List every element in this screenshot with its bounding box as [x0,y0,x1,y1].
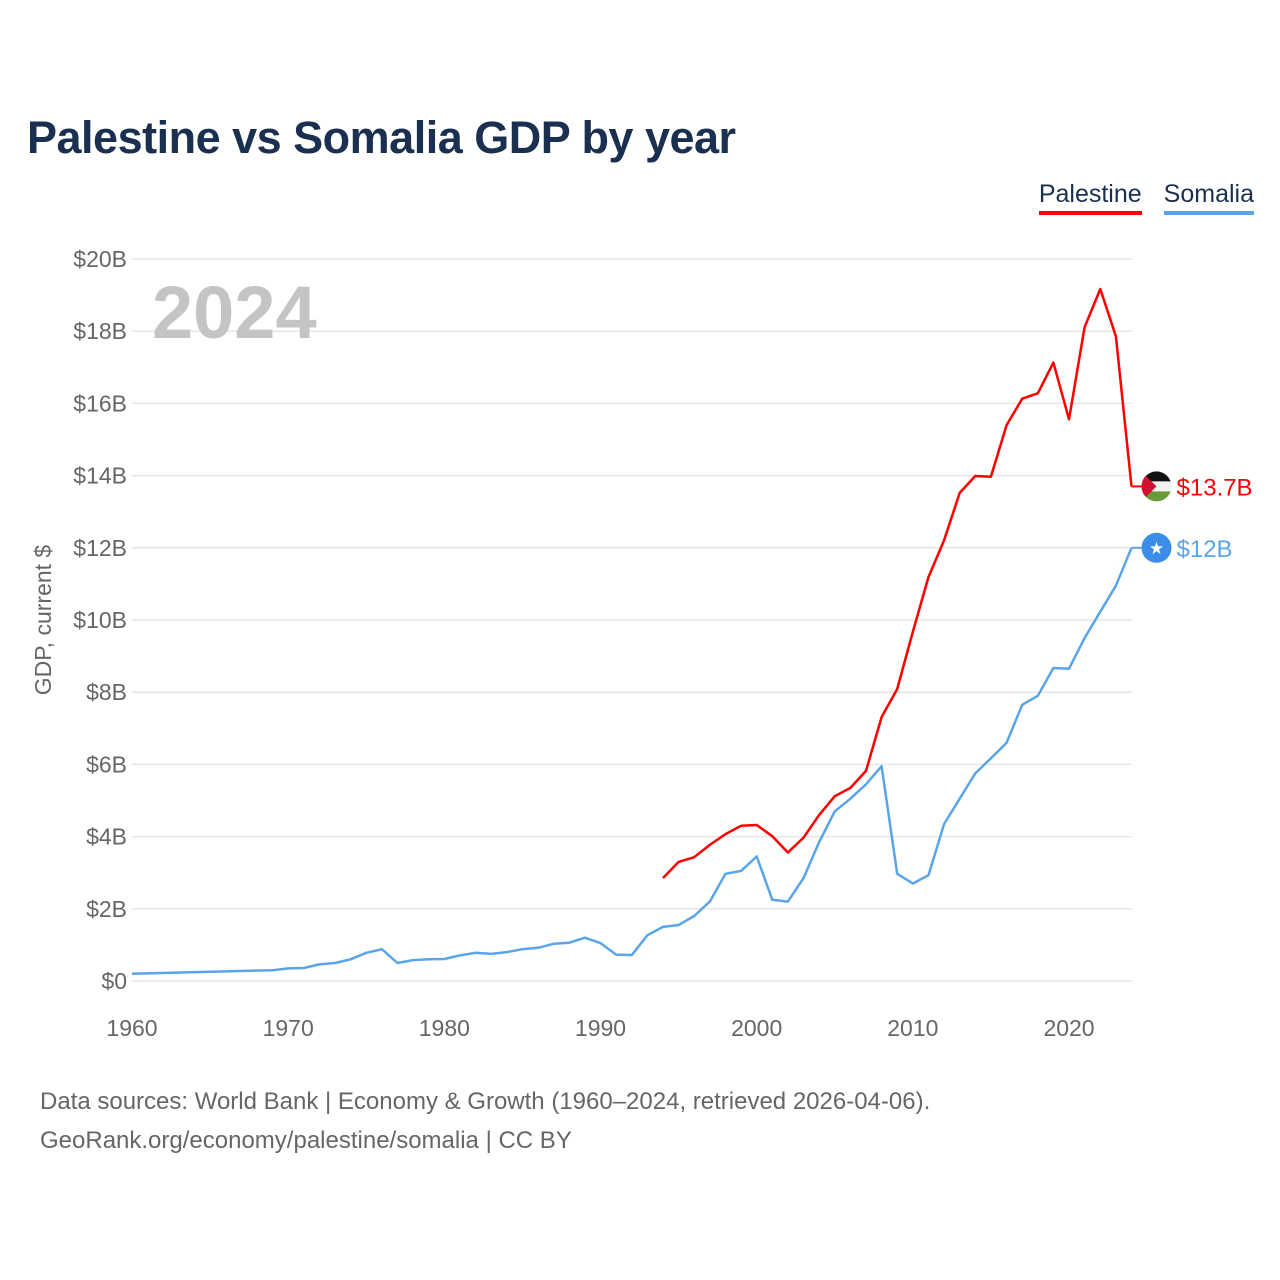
y-tick-label: $16B [73,390,127,416]
x-tick-label: 1960 [106,1015,157,1041]
end-value-label: $13.7B [1177,474,1253,501]
x-tick-label: 2010 [887,1015,938,1041]
palestine-flag-icon [1141,471,1172,502]
x-tick-label: 2000 [731,1015,782,1041]
flag-stripe-green [1141,491,1172,502]
star-icon: ★ [1149,539,1164,558]
y-tick-label: $18B [73,318,127,344]
y-tick-label: $14B [73,463,127,489]
footer-credit[interactable]: GeoRank.org/economy/palestine/somalia | … [40,1127,572,1154]
flag-circle [1141,532,1172,563]
x-tick-label: 2020 [1043,1015,1094,1041]
flag-triangle [1141,471,1157,502]
legend: Palestine Somalia [1038,180,1254,215]
y-tick-label: $8B [86,679,127,705]
y-axis-label: GDP, current $ [30,545,56,696]
x-tick-label: 1980 [419,1015,470,1041]
year-watermark: 2024 [152,271,317,354]
flag-stripes [1141,471,1172,502]
footer-sources: Data sources: World Bank | Economy & Gro… [40,1088,931,1115]
y-tick-label: $4B [86,824,127,850]
footer: Data sources: World Bank | Economy & Gro… [40,1082,930,1160]
legend-palestine[interactable]: Palestine [1038,180,1142,215]
y-tick-label: $20B [73,246,127,272]
y-tick-label: $10B [73,607,127,633]
end-value-label: $12B [1177,536,1233,563]
legend-somalia[interactable]: Somalia [1163,180,1254,215]
y-tick-label: $2B [86,896,127,922]
x-tick-label: 1990 [575,1015,626,1041]
y-tick-label: $6B [86,751,127,777]
y-tick-label: $12B [73,535,127,561]
somalia-flag-icon: ★ [1141,532,1172,563]
flag-stripe-black [1141,471,1172,482]
chart-title: Palestine vs Somalia GDP by year [27,112,736,163]
y-tick-label: $0 [101,968,127,994]
x-tick-label: 1970 [263,1015,314,1041]
series-line-palestine [662,287,1133,879]
series-line-somalia [131,547,1133,976]
